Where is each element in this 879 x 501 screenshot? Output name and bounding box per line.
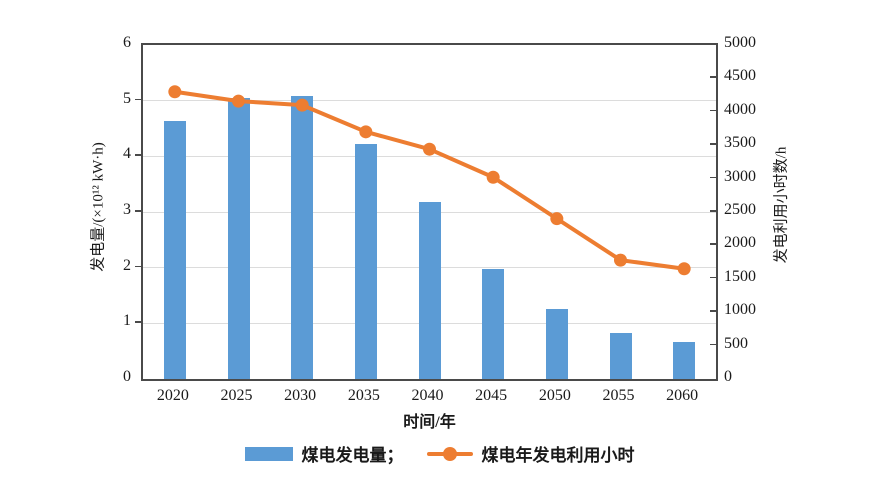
- right-axis-tick: [710, 310, 716, 312]
- legend-bar-swatch: [244, 446, 293, 461]
- left-axis-tick-label: 3: [123, 201, 131, 218]
- left-axis-tick: [135, 210, 141, 212]
- left-axis-tick-label: 6: [123, 34, 131, 51]
- left-axis-tick: [135, 265, 141, 268]
- left-axis-tick-label: 1: [123, 312, 131, 330]
- x-axis-tick-label-2060: 2060: [666, 387, 699, 404]
- bar-2030: [291, 96, 314, 379]
- bar-2045: [482, 268, 505, 379]
- right-axis-tick-label: 1000: [724, 301, 756, 319]
- gridline: [143, 100, 716, 102]
- right-axis-tick: [710, 143, 716, 145]
- right-axis-tick: [710, 176, 716, 179]
- right-axis-tick: [710, 76, 716, 78]
- line-marker-2030: [295, 98, 309, 112]
- right-axis-tick-label: 5000: [724, 34, 756, 51]
- bar-2060: [673, 342, 696, 379]
- x-axis-title: 时间/年: [0, 408, 879, 432]
- bar-2020: [163, 121, 186, 379]
- x-axis-title-text: 时间/年: [403, 414, 456, 431]
- right-axis-tick-label: 3500: [724, 134, 756, 152]
- legend-line-label: 煤电年发电利用小时: [481, 446, 635, 465]
- left-axis-tick-label: 5: [123, 89, 131, 107]
- line-marker-2045: [486, 170, 500, 184]
- legend-bar-label: 煤电发电量；: [301, 446, 404, 465]
- line-marker-2035: [359, 125, 373, 139]
- left-axis-tick: [135, 98, 141, 101]
- x-axis-tick-label-2040: 2040: [411, 387, 444, 404]
- line-marker-2040: [423, 142, 436, 156]
- line-marker-2025: [232, 94, 245, 108]
- x-axis-tick-label-2055: 2055: [602, 387, 635, 404]
- line-series: [168, 85, 691, 276]
- left-axis-title: 发电量/(×10¹² kW·h): [90, 142, 107, 272]
- left-axis-tick-label: 0: [123, 368, 131, 385]
- left-axis-tick: [135, 154, 141, 156]
- x-axis-tick-label-2045: 2045: [475, 387, 508, 404]
- right-axis-tick-label: 2500: [724, 201, 756, 218]
- right-axis-tick: [710, 276, 716, 279]
- bar-2035: [354, 143, 377, 379]
- gridline: [143, 155, 716, 157]
- right-axis-tick-label: 1500: [724, 267, 756, 285]
- right-axis-tick: [710, 210, 716, 212]
- bar-2025: [227, 97, 250, 379]
- bar-2040: [418, 201, 441, 379]
- x-axis-tick-label-2020: 2020: [156, 387, 189, 404]
- right-axis-tick-label: 2000: [724, 234, 756, 252]
- left-axis-tick: [135, 321, 141, 323]
- line-marker-2020: [168, 85, 182, 99]
- line-marker-2050: [550, 212, 564, 226]
- x-axis-tick-label-2030: 2030: [284, 387, 317, 404]
- right-axis-tick-label: 3000: [724, 167, 756, 185]
- right-axis-tick-label: 500: [724, 334, 748, 352]
- right-axis-tick-label: 0: [724, 368, 732, 385]
- line-marker-2060: [677, 262, 691, 276]
- x-axis-tick-label-2050: 2050: [538, 387, 571, 404]
- x-axis-tick-label-2025: 2025: [220, 387, 253, 404]
- right-axis-title: 发电利用小时数/h: [773, 146, 790, 264]
- plot-area: [141, 43, 718, 381]
- right-axis-tick: [710, 109, 716, 112]
- right-axis-tick: [710, 243, 716, 245]
- x-axis-tick-label-2035: 2035: [347, 387, 380, 404]
- left-axis-tick-label: 2: [123, 256, 131, 274]
- legend-line-marker-icon: [426, 446, 473, 461]
- line-path: [174, 89, 685, 271]
- right-axis-tick-label: 4500: [724, 67, 756, 85]
- legend: 煤电发电量； 煤电年发电利用小时: [0, 441, 879, 466]
- left-axis-tick-label: 4: [123, 145, 131, 163]
- right-axis-tick-label: 4000: [724, 100, 756, 118]
- line-marker-2055: [614, 253, 627, 267]
- bar-2055: [609, 333, 632, 379]
- bar-2050: [545, 309, 568, 379]
- right-axis-tick: [710, 343, 716, 346]
